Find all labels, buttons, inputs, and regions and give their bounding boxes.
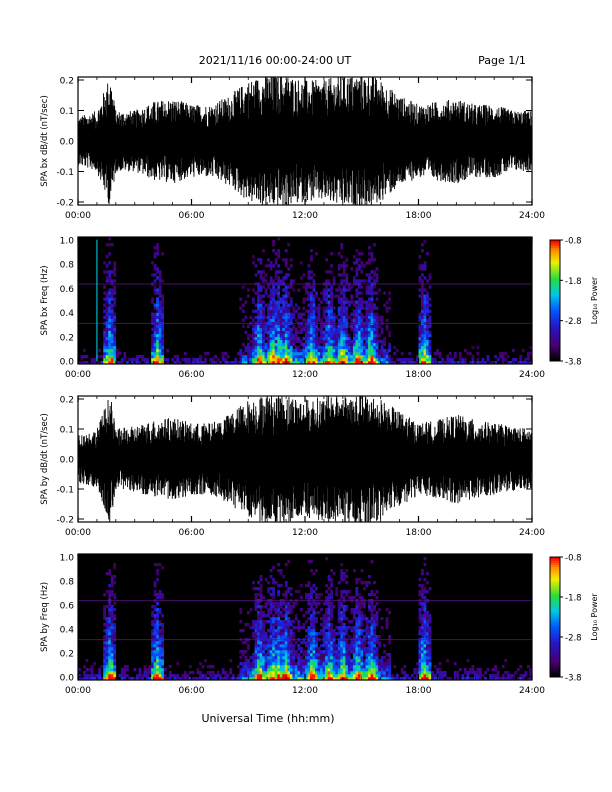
waveform-trace	[78, 77, 532, 205]
x-tick-label: 18:00	[406, 211, 432, 221]
y-tick-label: 0.2	[60, 650, 74, 660]
by-spectrogram-panel: 1.0 0.8 0.6 0.4 0.2 0.0 00:00 06:00 12:00 18:00 24…	[40, 553, 599, 696]
waveform-trace	[78, 396, 532, 522]
x-tick-label: 24:00	[519, 370, 545, 380]
y-tick-label: 0.0	[60, 456, 75, 466]
y-tick-label: 0.8	[60, 578, 75, 588]
x-tick-label: 12:00	[292, 528, 318, 538]
figure-title: 2021/11/16 00:00-24:00 UT	[199, 54, 352, 67]
y-tick-label: -0.1	[56, 168, 74, 178]
x-tick-label: 00:00	[65, 211, 91, 221]
colorbar-tick-label: -2.8	[565, 317, 582, 327]
x-tick-label: 06:00	[179, 370, 205, 380]
colorbar-tick-label: -0.8	[565, 554, 582, 564]
x-tick-label: 12:00	[292, 211, 318, 221]
y-tick-label: -0.2	[56, 516, 74, 526]
x-tick-label: 06:00	[179, 528, 205, 538]
y-tick-label: 0.0	[60, 358, 75, 368]
colorbar: -0.8 -1.8 -2.8 -3.8 Log₁₀ Power	[549, 554, 599, 684]
y-tick-label: 1.0	[60, 554, 75, 564]
x-tick-label: 18:00	[406, 686, 432, 696]
x-tick-label: 12:00	[292, 370, 318, 380]
y-axis-label: SPA bx dB/dt (nT/sec)	[40, 95, 50, 187]
x-tick-label: 24:00	[519, 528, 545, 538]
y-tick-label: 0.2	[60, 333, 74, 343]
colorbar-tick-label: -3.8	[565, 358, 582, 368]
y-tick-label: 0.4	[60, 626, 75, 636]
x-tick-label: 18:00	[406, 370, 432, 380]
y-axis-label: SPA by Freq (Hz)	[40, 582, 50, 652]
colorbar-frame	[549, 239, 561, 362]
colorbar-tick-label: -3.8	[565, 674, 582, 684]
y-tick-label: 0.0	[60, 674, 75, 684]
x-tick-label: 06:00	[179, 686, 205, 696]
y-axis-label: SPA bx Freq (Hz)	[40, 265, 50, 335]
y-tick-label: 1.0	[60, 237, 75, 247]
bx-spectrogram-panel: 1.0 0.8 0.6 0.4 0.2 0.0 00:00 06:00 12:00 18:00 24…	[40, 236, 599, 380]
y-tick-label: 0.1	[60, 426, 74, 436]
x-tick-label: 00:00	[65, 370, 91, 380]
spectrogram-cells	[78, 557, 533, 681]
colorbar-label: Log₁₀ Power	[590, 276, 599, 324]
y-tick-label: 0.1	[60, 107, 74, 117]
y-tick-label: 0.4	[60, 309, 75, 319]
x-tick-label: 24:00	[519, 211, 545, 221]
y-tick-label: 0.6	[60, 602, 75, 612]
y-tick-label: 0.2	[60, 77, 74, 87]
colorbar: -0.8 -1.8 -2.8 -3.8 Log₁₀ Power	[549, 237, 599, 368]
y-tick-label: 0.6	[60, 285, 75, 295]
colorbar-tick-label: -1.8	[565, 277, 582, 287]
y-tick-label: -0.1	[56, 486, 74, 496]
y-tick-label: -0.2	[56, 199, 74, 209]
y-axis-label: SPA by dB/dt (nT/sec)	[40, 413, 50, 505]
y-tick-label: 0.0	[60, 138, 75, 148]
by-waveform-panel: 0.2 0.1 0.0 -0.1 -0.2 00:00 06:00 12:00 18:00 24:…	[40, 395, 545, 538]
colorbar-frame	[549, 556, 561, 678]
x-tick-label: 12:00	[292, 686, 318, 696]
x-tick-label: 24:00	[519, 686, 545, 696]
x-tick-label: 00:00	[65, 528, 91, 538]
colorbar-tick-label: -1.8	[565, 594, 582, 604]
x-tick-label: 00:00	[65, 686, 91, 696]
x-axis-title: Universal Time (hh:mm)	[202, 712, 335, 725]
x-tick-label: 18:00	[406, 528, 432, 538]
x-tick-label: 06:00	[179, 211, 205, 221]
colorbar-tick-label: -0.8	[565, 237, 582, 247]
bx-waveform-panel: 0.2 0.1 0.0 -0.1 -0.2 00:00 06:00 12:00 18:00 24:…	[40, 76, 545, 221]
colorbar-tick-label: -2.8	[565, 634, 582, 644]
y-tick-label: 0.8	[60, 261, 75, 271]
page-indicator: Page 1/1	[478, 54, 526, 67]
colorbar-label: Log₁₀ Power	[590, 593, 599, 641]
y-tick-label: 0.2	[60, 396, 74, 406]
